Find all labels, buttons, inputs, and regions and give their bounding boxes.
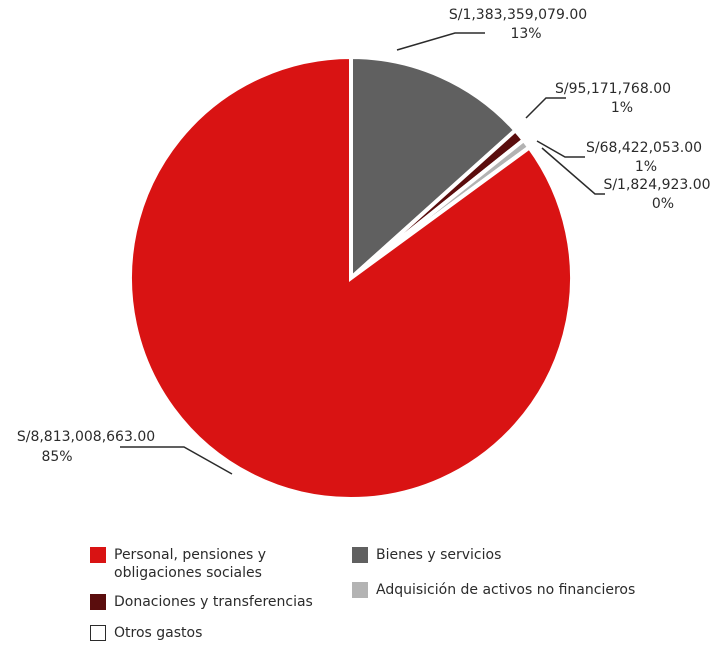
callout-value-donaciones: S/95,171,768.00 bbox=[555, 81, 671, 97]
callout-percent-donaciones: 1% bbox=[611, 100, 633, 116]
callout-percent-adquisicion: 1% bbox=[635, 159, 657, 175]
callout-line-bienes bbox=[396, 32, 485, 51]
callout-value-bienes: S/1,383,359,079.00 bbox=[449, 7, 587, 23]
pie-slice-personal bbox=[128, 54, 574, 501]
callout-line-donaciones bbox=[525, 97, 566, 119]
pie-slices bbox=[128, 54, 574, 501]
callout-percent-otros: 0% bbox=[652, 196, 674, 212]
pie-slice-bienes bbox=[349, 54, 519, 283]
pie-callouts: S/1,383,359,079.00 13% S/95,171,768.00 1… bbox=[17, 7, 711, 475]
callout-line-otros bbox=[541, 147, 605, 195]
callout-value-adquisicion: S/68,422,053.00 bbox=[586, 140, 702, 156]
callout-percent-bienes: 13% bbox=[510, 26, 541, 42]
callout-percent-personal: 85% bbox=[41, 449, 72, 465]
callout-line-personal bbox=[120, 446, 233, 475]
callout-line-adquisicion bbox=[536, 140, 585, 158]
callout-value-personal: S/8,813,008,663.00 bbox=[17, 429, 155, 445]
callout-value-otros: S/1,824,923.00 bbox=[603, 177, 710, 193]
